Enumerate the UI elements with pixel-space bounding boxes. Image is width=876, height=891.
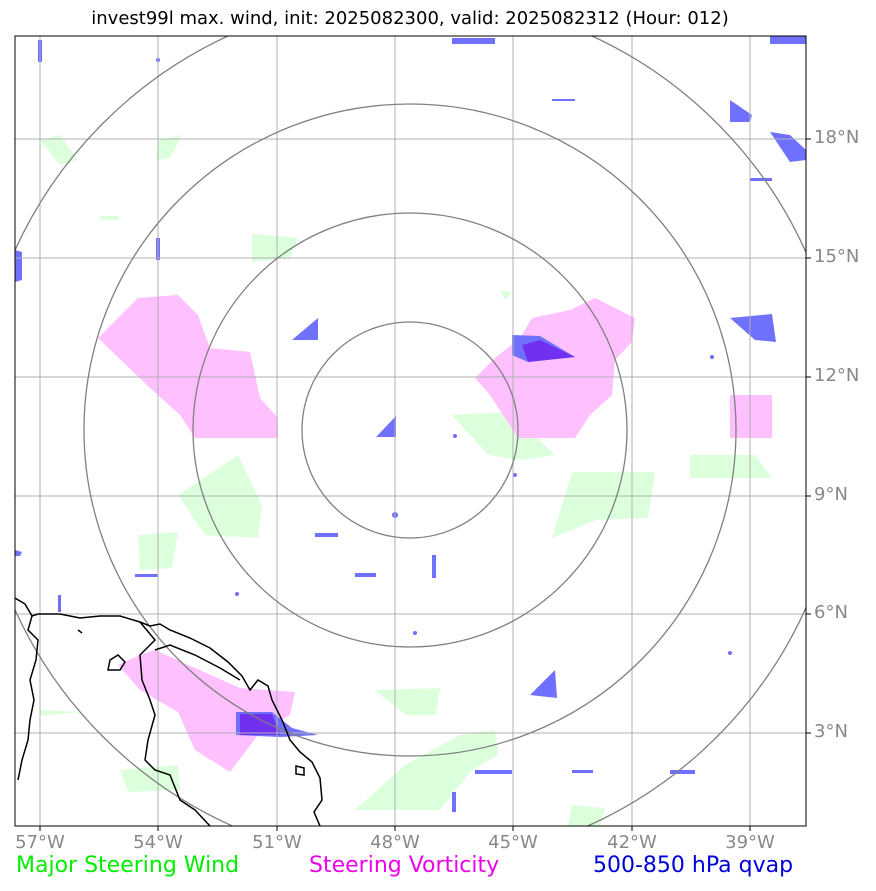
lon-label-51w: 51°W [252,832,302,853]
graticule [15,36,806,826]
lon-label-42w: 42°W [607,832,657,853]
lon-label-39w: 39°W [725,832,775,853]
qvap-peak-areas [240,340,575,735]
map-title: invest99l max. wind, init: 2025082300, v… [91,8,729,29]
legend-steering-wind: Major Steering Wind [16,853,240,878]
tick-marks [39,138,811,831]
legend-qvap: 500-850 hPa qvap [593,853,794,878]
range-rings [15,36,806,826]
lon-label-57w: 57°W [15,832,65,853]
lon-label-45w: 45°W [488,832,538,853]
steering-vorticity-areas [98,295,772,772]
lat-label-12n: 12°N [814,365,860,386]
plot-frame [14,35,807,827]
lon-label-54w: 54°W [133,832,183,853]
legend-steering-vorticity: Steering Vorticity [309,853,500,878]
lat-label-9n: 9°N [814,484,848,505]
lat-label-18n: 18°N [814,127,860,148]
lon-label-48w: 48°W [370,832,420,853]
lat-label-15n: 15°N [814,246,860,267]
steering-wind-areas [40,135,772,826]
lat-label-6n: 6°N [814,602,848,623]
coastline [15,597,323,826]
lat-label-3n: 3°N [814,721,848,742]
